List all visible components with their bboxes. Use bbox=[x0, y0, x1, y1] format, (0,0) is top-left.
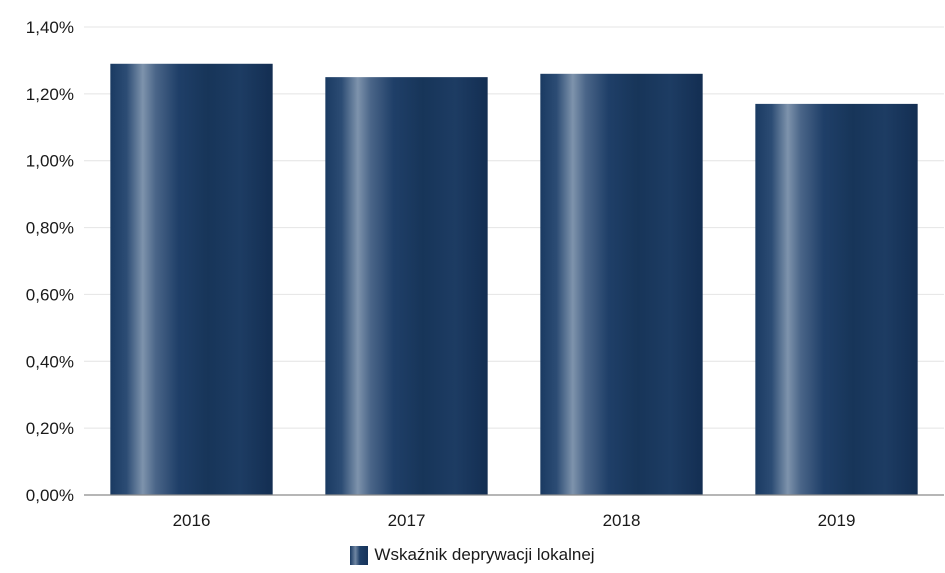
x-category-label: 2018 bbox=[603, 511, 641, 530]
x-category-label: 2017 bbox=[388, 511, 426, 530]
legend: Wskaźnik deprywacji lokalnej bbox=[0, 540, 945, 570]
y-tick-label: 1,00% bbox=[26, 152, 74, 171]
y-tick-label: 0,80% bbox=[26, 219, 74, 238]
bars bbox=[110, 63, 918, 496]
bar-2016 bbox=[110, 63, 273, 496]
y-tick-label: 0,60% bbox=[26, 285, 74, 304]
y-axis-ticks: 0,00% 0,20% 0,40% 0,60% 0,80% 1,00% 1,20% 1,40% bbox=[26, 18, 74, 505]
y-tick-label: 1,40% bbox=[26, 18, 74, 37]
y-tick-label: 0,20% bbox=[26, 419, 74, 438]
x-category-label: 2016 bbox=[173, 511, 211, 530]
x-axis-categories: 2016 2017 2018 2019 bbox=[173, 511, 856, 530]
x-category-label: 2019 bbox=[818, 511, 856, 530]
bar-chart: 0,00% 0,20% 0,40% 0,60% 0,80% 1,00% 1,20% 1,40%… bbox=[26, 18, 944, 530]
legend-label: Wskaźnik deprywacji lokalnej bbox=[374, 545, 595, 564]
bar-2019 bbox=[755, 103, 918, 495]
legend-swatch bbox=[350, 545, 369, 565]
bar-2018 bbox=[540, 73, 703, 496]
y-tick-label: 0,40% bbox=[26, 352, 74, 371]
y-tick-label: 0,00% bbox=[26, 486, 74, 505]
bar-2017 bbox=[325, 77, 488, 496]
y-tick-label: 1,20% bbox=[26, 85, 74, 104]
